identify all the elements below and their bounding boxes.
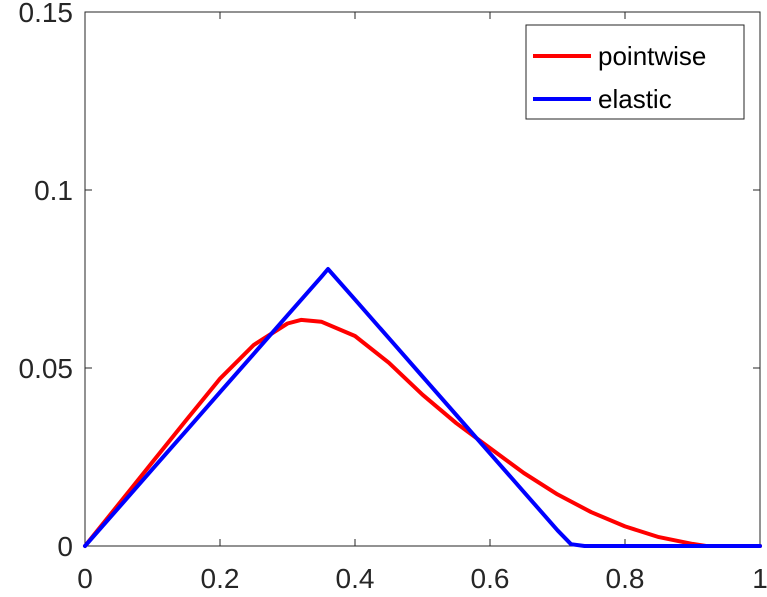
legend-box bbox=[525, 24, 745, 120]
x-tick-label: 0.8 bbox=[606, 563, 645, 594]
x-tick-label: 1 bbox=[752, 563, 767, 594]
series-line-pointwise bbox=[83, 317, 762, 548]
y-tick-label: 0.05 bbox=[19, 353, 74, 384]
y-tick-label: 0 bbox=[57, 531, 73, 562]
y-tick-label: 0.15 bbox=[19, 0, 74, 28]
series-lines bbox=[83, 267, 762, 548]
legend-label-pointwise: pointwise bbox=[598, 41, 706, 71]
x-tick-label: 0.2 bbox=[201, 563, 240, 594]
series-line-elastic bbox=[83, 267, 762, 548]
x-tick-label: 0.6 bbox=[471, 563, 510, 594]
legend: pointwise elastic bbox=[525, 24, 745, 120]
y-tick-label: 0.1 bbox=[34, 175, 73, 206]
legend-label-elastic: elastic bbox=[598, 84, 672, 114]
axis-tick-labels: 0 0.2 0.4 0.6 0.8 1 0 0.05 0.1 0.15 bbox=[19, 0, 767, 594]
x-tick-label: 0.4 bbox=[336, 563, 375, 594]
x-tick-label: 0 bbox=[77, 563, 93, 594]
